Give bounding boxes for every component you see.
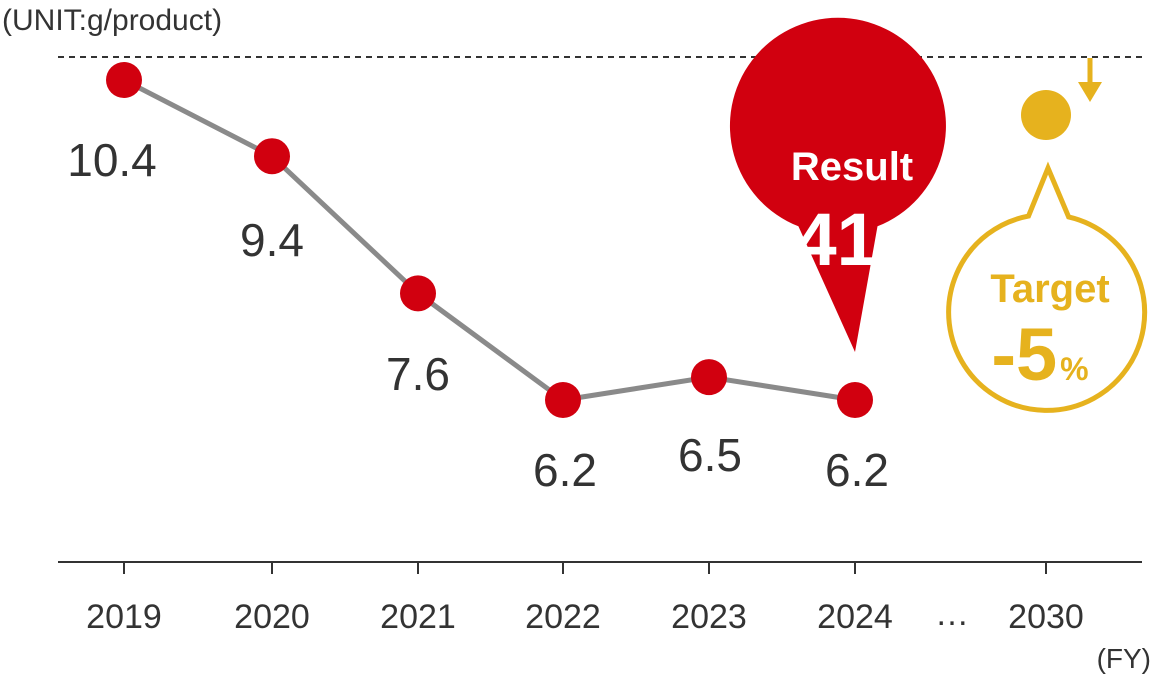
target-arrow-icon: [1078, 58, 1102, 102]
x-tick-label-2022: 2022: [525, 598, 601, 636]
data-point-2020: [254, 138, 290, 175]
result-value: -41%: [771, 198, 909, 281]
axis-ellipsis: …: [935, 595, 969, 633]
value-label-2023: 6.5: [678, 429, 742, 481]
result-callout: Result -41%: [729, 17, 946, 353]
data-point-2024: [837, 382, 873, 418]
result-title: Result: [791, 145, 913, 189]
x-tick-label-2023: 2023: [671, 598, 747, 636]
x-tick-label-2021: 2021: [380, 598, 456, 636]
target-percent: %: [1060, 351, 1088, 387]
x-axis-tick-labels: 2019 2020 2021 2022 2023 2024 2030: [86, 598, 1084, 636]
target-callout: Target -5%: [946, 58, 1148, 413]
target-bubble: [946, 161, 1148, 413]
x-tick-label-2024: 2024: [817, 598, 893, 636]
target-value: -5%: [991, 313, 1088, 396]
value-label-2020: 9.4: [240, 214, 304, 266]
value-label-2019: 10.4: [67, 134, 157, 186]
value-label-2021: 7.6: [386, 348, 450, 400]
data-value-labels: 10.4 9.4 7.6 6.2 6.5 6.2: [67, 134, 889, 496]
data-point-2021: [400, 275, 436, 312]
data-point-2022: [545, 382, 581, 418]
x-unit-label: (FY): [1097, 643, 1151, 674]
target-number: -5: [991, 313, 1057, 396]
value-label-2024: 6.2: [825, 444, 889, 496]
data-point-2019: [106, 62, 142, 98]
result-percent: %: [881, 236, 909, 272]
unit-label: (UNIT:g/product): [2, 4, 222, 37]
x-axis-ticks: [123, 562, 1047, 574]
target-title: Target: [990, 267, 1109, 311]
data-points: [106, 62, 873, 418]
target-point: [1021, 90, 1071, 140]
result-bubble: [729, 17, 946, 353]
result-number: -41: [771, 198, 878, 281]
x-tick-label-2019: 2019: [86, 598, 162, 636]
x-tick-label-2020: 2020: [234, 598, 310, 636]
x-tick-label-2030: 2030: [1008, 598, 1084, 636]
data-point-2023: [691, 359, 727, 396]
series-line: [122, 77, 856, 403]
value-label-2022: 6.2: [533, 444, 597, 496]
